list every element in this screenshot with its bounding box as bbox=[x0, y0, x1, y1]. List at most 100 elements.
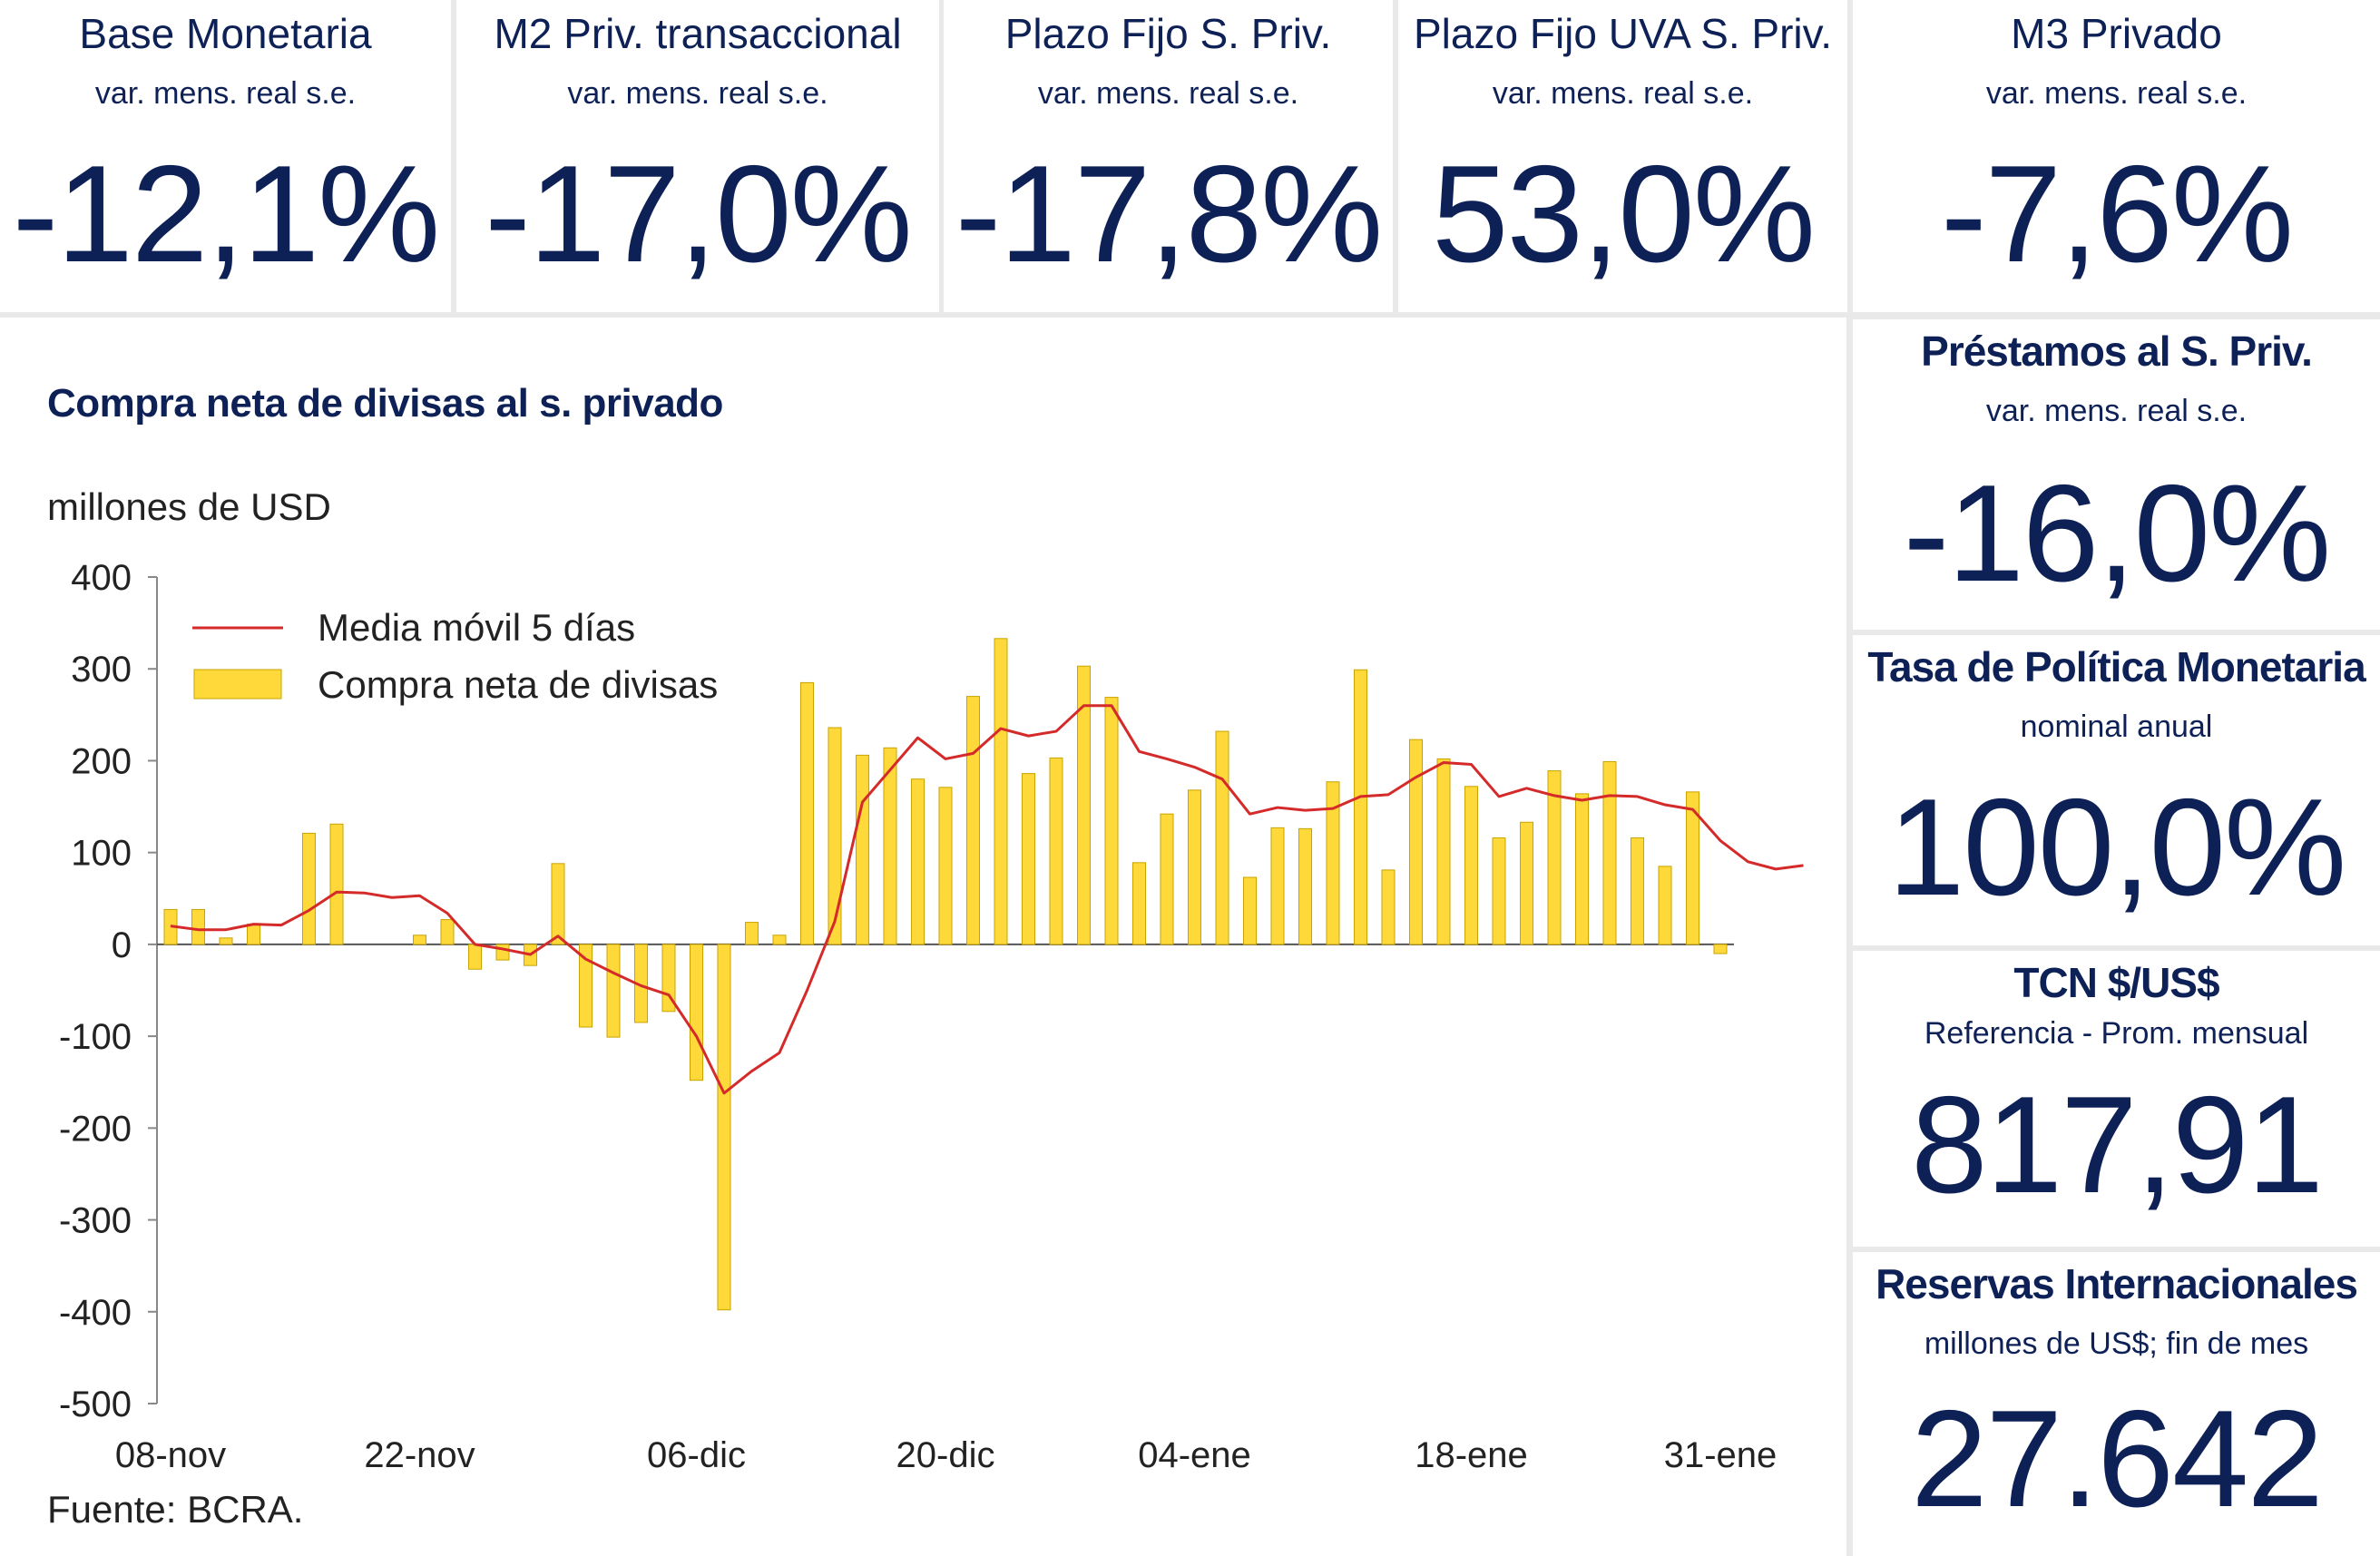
bar bbox=[1326, 781, 1340, 945]
kpi-subtitle: Referencia - Prom. mensual bbox=[1924, 1016, 2309, 1051]
bar bbox=[606, 944, 621, 1038]
bar bbox=[856, 754, 869, 945]
bar bbox=[1436, 758, 1451, 945]
x-tick-label: 31-ene bbox=[1664, 1435, 1778, 1475]
kpi-subtitle: var. mens. real s.e. bbox=[1037, 76, 1299, 111]
moving-average-line bbox=[170, 704, 1804, 1095]
bar bbox=[1713, 944, 1728, 954]
kpi-card-reservas: Reservas Internacionales millones de US$… bbox=[1853, 1252, 2380, 1556]
x-tick-label: 18-ene bbox=[1415, 1435, 1528, 1475]
y-tick-label: -200 bbox=[59, 1109, 132, 1149]
kpi-title: M2 Priv. transaccional bbox=[494, 10, 902, 57]
kpi-card-prestamos: Préstamos al S. Priv. var. mens. real s.… bbox=[1853, 319, 2380, 630]
bar bbox=[1602, 760, 1617, 945]
bar bbox=[1631, 837, 1644, 945]
kpi-title: M3 Privado bbox=[2011, 10, 2222, 57]
kpi-subtitle: millones de US$; fin de mes bbox=[1924, 1326, 2309, 1361]
bar bbox=[828, 727, 842, 945]
legend-label-net-purchases: Compra neta de divisas bbox=[318, 663, 718, 706]
bar bbox=[551, 863, 565, 945]
bar bbox=[1492, 837, 1506, 945]
y-tick-label: 300 bbox=[71, 650, 132, 690]
bar bbox=[1077, 665, 1091, 945]
bar bbox=[1188, 789, 1201, 945]
kpi-value: -17,0% bbox=[485, 137, 913, 291]
kpi-title: Reservas Internacionales bbox=[1876, 1260, 2358, 1307]
y-tick-label: 100 bbox=[71, 834, 132, 874]
kpi-value: -16,0% bbox=[1903, 456, 2332, 611]
chart-line bbox=[170, 704, 1804, 1095]
bar bbox=[1243, 876, 1257, 945]
bar bbox=[1658, 866, 1672, 945]
kpi-title: Plazo Fijo S. Priv. bbox=[1004, 10, 1332, 57]
y-tick-label: -500 bbox=[59, 1385, 132, 1424]
y-tick-label: -400 bbox=[59, 1293, 132, 1333]
chart-axes: 400 300 200 100 0 -100 -200 -300 -400 -500 08-nov 2… bbox=[59, 558, 1777, 1475]
kpi-title: Base Monetaria bbox=[79, 10, 372, 57]
x-tick-label: 22-nov bbox=[364, 1435, 475, 1475]
kpi-card-tasa-politica: Tasa de Política Monetaria nominal anual… bbox=[1853, 635, 2380, 945]
bar bbox=[717, 944, 731, 1311]
kpi-subtitle: nominal anual bbox=[2020, 709, 2213, 744]
chart-unit-label: millones de USD bbox=[47, 485, 331, 528]
bar bbox=[440, 919, 455, 945]
bar bbox=[191, 908, 205, 945]
bar bbox=[1575, 793, 1589, 945]
bar bbox=[690, 944, 703, 1081]
kpi-card-tcn: TCN $/US$ Referencia - Prom. mensual 817… bbox=[1853, 951, 2380, 1247]
bar bbox=[1547, 770, 1562, 945]
kpi-subtitle: var. mens. real s.e. bbox=[1985, 76, 2248, 111]
x-tick-label: 08-nov bbox=[115, 1435, 226, 1475]
y-tick-label: 0 bbox=[112, 925, 132, 965]
bar bbox=[1132, 862, 1146, 945]
bar bbox=[1270, 827, 1285, 945]
bar bbox=[938, 787, 953, 945]
bar bbox=[219, 937, 233, 945]
bar bbox=[883, 747, 897, 945]
chart-title: Compra neta de divisas al s. privado bbox=[47, 381, 723, 426]
legend-bar-swatch bbox=[193, 669, 282, 700]
bar bbox=[1104, 697, 1119, 945]
y-tick-label: -100 bbox=[59, 1017, 132, 1057]
bar bbox=[413, 935, 426, 945]
bar bbox=[1381, 869, 1396, 945]
bar bbox=[302, 832, 316, 945]
bar bbox=[1686, 791, 1699, 945]
y-tick-label: -300 bbox=[59, 1201, 132, 1241]
bar bbox=[800, 681, 814, 945]
bar bbox=[247, 924, 260, 945]
bar bbox=[495, 944, 510, 961]
x-tick-label: 04-ene bbox=[1138, 1435, 1251, 1475]
bar bbox=[1022, 773, 1035, 945]
bar bbox=[1354, 669, 1367, 945]
chart-bars bbox=[163, 638, 1728, 1311]
kpi-card-plazo-fijo-uva: Plazo Fijo UVA S. Priv. var. mens. real … bbox=[1398, 0, 1847, 312]
kpi-card-plazo-fijo: Plazo Fijo S. Priv. var. mens. real s.e.… bbox=[944, 0, 1393, 312]
kpi-title: Plazo Fijo UVA S. Priv. bbox=[1414, 10, 1832, 57]
bar bbox=[1049, 757, 1063, 945]
bar bbox=[579, 944, 593, 1028]
kpi-card-base-monetaria: Base Monetaria var. mens. real s.e. -12,… bbox=[0, 0, 451, 312]
kpi-subtitle: var. mens. real s.e. bbox=[1985, 394, 2248, 428]
bar bbox=[772, 935, 787, 945]
kpi-value: 27.642 bbox=[1911, 1382, 2324, 1536]
chart-net-fx-purchases: 400 300 200 100 0 -100 -200 -300 -400 -500 08-nov 2… bbox=[59, 558, 1804, 1475]
bar bbox=[329, 823, 344, 945]
bar bbox=[994, 638, 1008, 945]
kpi-value: 817,91 bbox=[1911, 1068, 2324, 1222]
kpi-subtitle: var. mens. real s.e. bbox=[1492, 76, 1754, 111]
chart-legend: Media móvil 5 días Compra neta de divisas bbox=[192, 606, 718, 706]
y-tick-label: 200 bbox=[71, 741, 132, 781]
kpi-value: -17,8% bbox=[955, 137, 1384, 291]
kpi-value: -7,6% bbox=[1940, 137, 2294, 291]
bar bbox=[745, 922, 759, 945]
legend-label-moving-average: Media móvil 5 días bbox=[318, 606, 635, 649]
x-tick-label: 20-dic bbox=[896, 1435, 995, 1475]
kpi-value: -12,1% bbox=[12, 137, 441, 291]
x-tick-label: 06-dic bbox=[647, 1435, 746, 1475]
chart-source: Fuente: BCRA. bbox=[47, 1488, 304, 1531]
kpi-value: 53,0% bbox=[1432, 137, 1816, 291]
kpi-card-m3: M3 Privado var. mens. real s.e. -7,6% bbox=[1853, 0, 2380, 312]
bar bbox=[468, 944, 482, 970]
bar bbox=[1464, 786, 1478, 945]
